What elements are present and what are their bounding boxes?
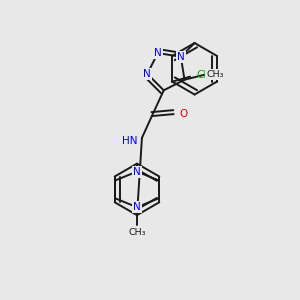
- Text: N: N: [143, 69, 151, 79]
- Text: HN: HN: [122, 136, 138, 146]
- Text: N: N: [154, 48, 162, 58]
- Text: N: N: [133, 167, 141, 177]
- Text: CH₃: CH₃: [206, 70, 224, 79]
- Text: CH₃: CH₃: [128, 229, 146, 238]
- Text: N: N: [177, 52, 185, 62]
- Text: N: N: [133, 202, 141, 212]
- Text: Cl: Cl: [196, 70, 206, 80]
- Text: O: O: [180, 109, 188, 119]
